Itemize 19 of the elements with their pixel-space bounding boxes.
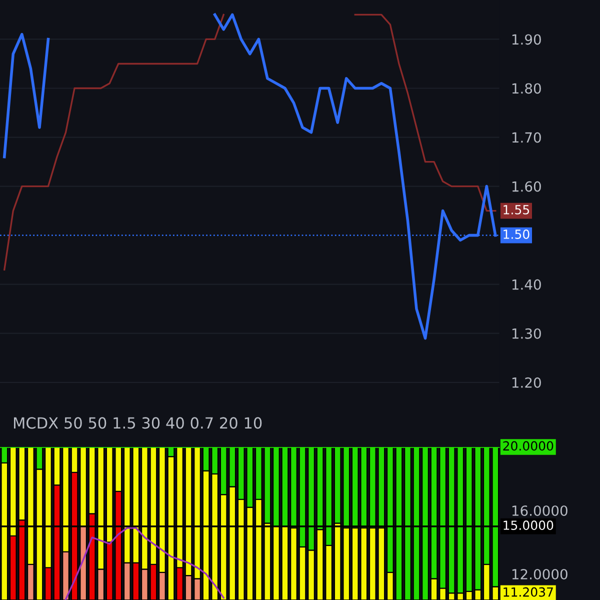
y-tick-label: 1.90 — [512, 34, 541, 45]
y-tick-label: 1.80 — [512, 83, 541, 94]
y-tick-label: 1.30 — [512, 328, 541, 339]
data-label: 1.55 — [504, 205, 530, 214]
ref-line-label: 15.0000 — [504, 520, 554, 530]
y-tick-label: 1.20 — [512, 377, 541, 388]
data-label: 1.50 — [504, 229, 530, 239]
line-series — [354, 14, 496, 212]
line-series — [4, 14, 224, 270]
chart-title: MCDX 50 50 1.5 30 40 0.7 20 10 — [14, 417, 262, 429]
y-tick-label: 1.60 — [512, 181, 541, 192]
y-tick-label: 12.0000 — [512, 568, 568, 580]
y-tick-label: 1.40 — [512, 279, 541, 290]
y-tick-label: 16.0000 — [512, 505, 568, 516]
ref-line-label: 20.0000 — [503, 441, 554, 451]
line-series — [64, 527, 224, 600]
line-series — [2, 32, 50, 158]
text: 11.2037 — [504, 587, 553, 597]
y-tick-label: 1.70 — [512, 132, 541, 143]
